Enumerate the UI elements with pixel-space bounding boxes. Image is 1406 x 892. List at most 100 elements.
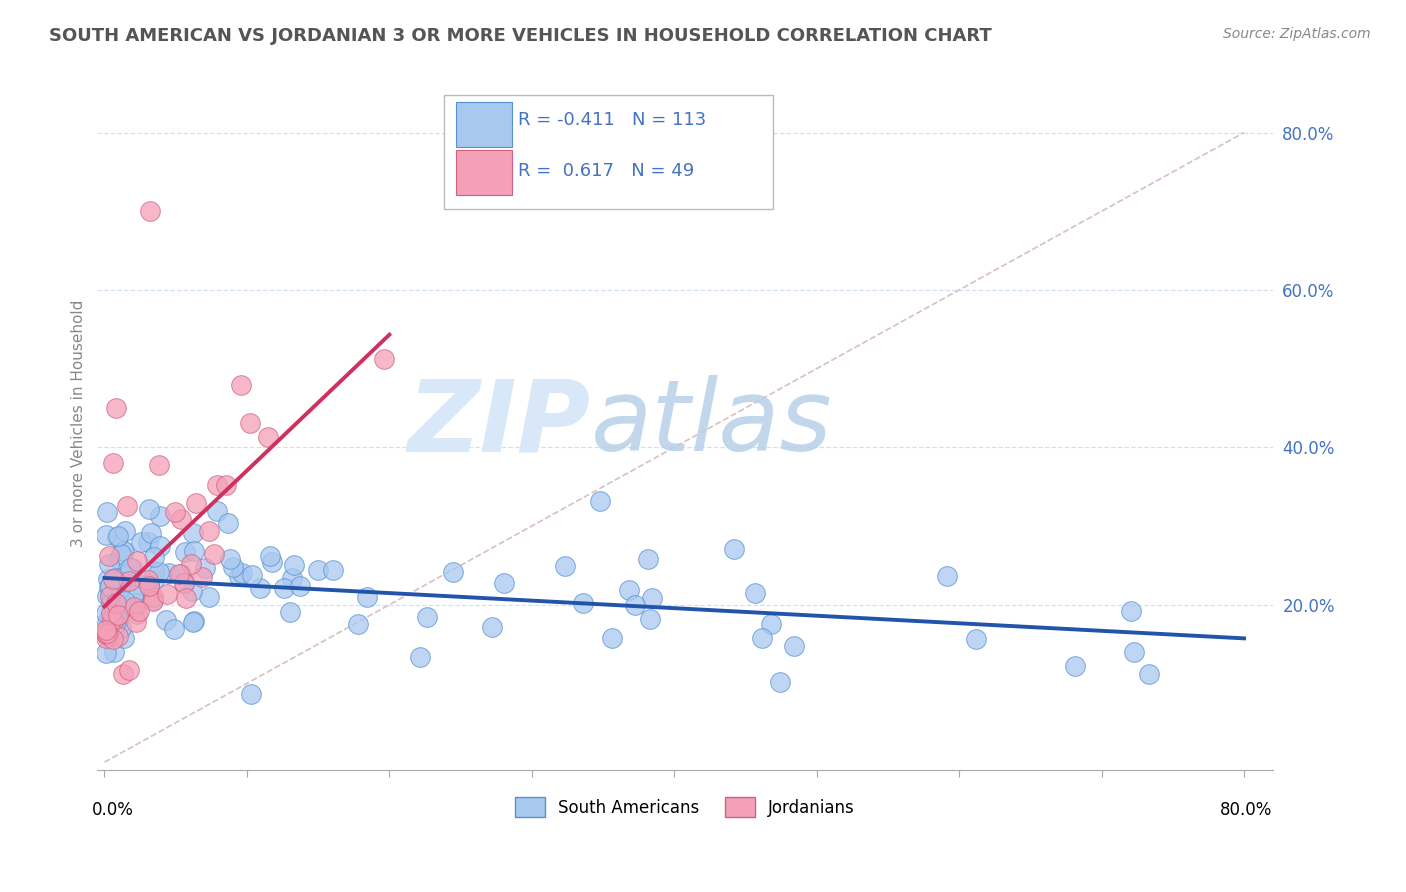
Text: R = -0.411   N = 113: R = -0.411 N = 113	[517, 112, 706, 129]
Point	[572, 596, 595, 610]
Point	[100, 596, 122, 610]
Point	[104, 616, 127, 631]
Point	[205, 504, 228, 518]
Point	[114, 575, 136, 590]
Point	[125, 615, 148, 629]
Point	[128, 604, 150, 618]
Point	[198, 591, 221, 605]
Point	[624, 598, 647, 612]
Point	[142, 590, 165, 604]
Point	[638, 612, 661, 626]
Point	[110, 547, 132, 561]
Point	[222, 559, 245, 574]
Point	[97, 558, 120, 572]
Point	[110, 621, 132, 635]
Point	[107, 613, 129, 627]
Point	[96, 646, 118, 660]
Point	[129, 578, 152, 592]
Point	[183, 614, 205, 628]
Point	[98, 579, 121, 593]
Point	[105, 601, 128, 615]
Point	[103, 645, 125, 659]
Point	[229, 377, 252, 392]
Point	[96, 625, 118, 640]
Point	[111, 667, 134, 681]
Point	[121, 588, 143, 602]
Point	[94, 606, 117, 620]
Point	[184, 496, 207, 510]
Point	[101, 456, 124, 470]
Point	[112, 544, 135, 558]
Point	[156, 587, 179, 601]
Point	[142, 592, 165, 607]
Point	[600, 631, 623, 645]
Point	[149, 508, 172, 523]
Point	[273, 581, 295, 595]
Point	[744, 586, 766, 600]
Point	[118, 574, 141, 589]
Point	[114, 594, 136, 608]
Point	[173, 545, 195, 559]
Point	[108, 581, 131, 595]
Point	[115, 568, 138, 582]
Point	[148, 565, 170, 579]
Point	[215, 477, 238, 491]
Point	[148, 458, 170, 472]
Point	[283, 558, 305, 573]
Point	[149, 539, 172, 553]
Point	[217, 516, 239, 531]
Point	[589, 494, 612, 508]
Point	[98, 580, 121, 594]
Point	[96, 589, 118, 603]
Point	[105, 530, 128, 544]
Point	[183, 525, 205, 540]
Point	[198, 524, 221, 538]
Point	[138, 502, 160, 516]
Point	[219, 552, 242, 566]
Point	[239, 416, 262, 430]
Point	[415, 610, 437, 624]
Point	[290, 578, 312, 592]
FancyBboxPatch shape	[456, 150, 512, 195]
Point	[554, 558, 576, 573]
Point	[105, 596, 128, 610]
Point	[103, 572, 125, 586]
Point	[751, 631, 773, 645]
Point	[759, 617, 782, 632]
FancyBboxPatch shape	[444, 95, 773, 209]
Point	[641, 591, 664, 606]
Point	[249, 582, 271, 596]
Point	[181, 615, 204, 630]
Point	[118, 561, 141, 575]
Point	[125, 597, 148, 611]
Point	[101, 632, 124, 646]
Point	[114, 599, 136, 613]
Point	[96, 528, 118, 542]
Point	[183, 544, 205, 558]
Text: SOUTH AMERICAN VS JORDANIAN 3 OR MORE VEHICLES IN HOUSEHOLD CORRELATION CHART: SOUTH AMERICAN VS JORDANIAN 3 OR MORE VE…	[49, 27, 993, 45]
Point	[107, 551, 129, 566]
Point	[1137, 667, 1160, 681]
Point	[100, 607, 122, 621]
Point	[228, 568, 250, 582]
Point	[143, 574, 166, 588]
Point	[1123, 645, 1146, 659]
Point	[163, 622, 186, 636]
Point	[173, 575, 195, 590]
Point	[111, 544, 134, 558]
Point	[97, 628, 120, 642]
Point	[307, 563, 329, 577]
Point	[170, 566, 193, 581]
Point	[347, 617, 370, 632]
Point	[173, 576, 195, 591]
Point	[104, 401, 127, 415]
Point	[96, 615, 118, 629]
Point	[769, 674, 792, 689]
Point	[94, 626, 117, 640]
Legend: South Americans, Jordanians: South Americans, Jordanians	[509, 790, 862, 824]
Point	[114, 524, 136, 539]
Point	[191, 569, 214, 583]
Point	[492, 576, 515, 591]
Point	[193, 560, 215, 574]
Point	[637, 552, 659, 566]
